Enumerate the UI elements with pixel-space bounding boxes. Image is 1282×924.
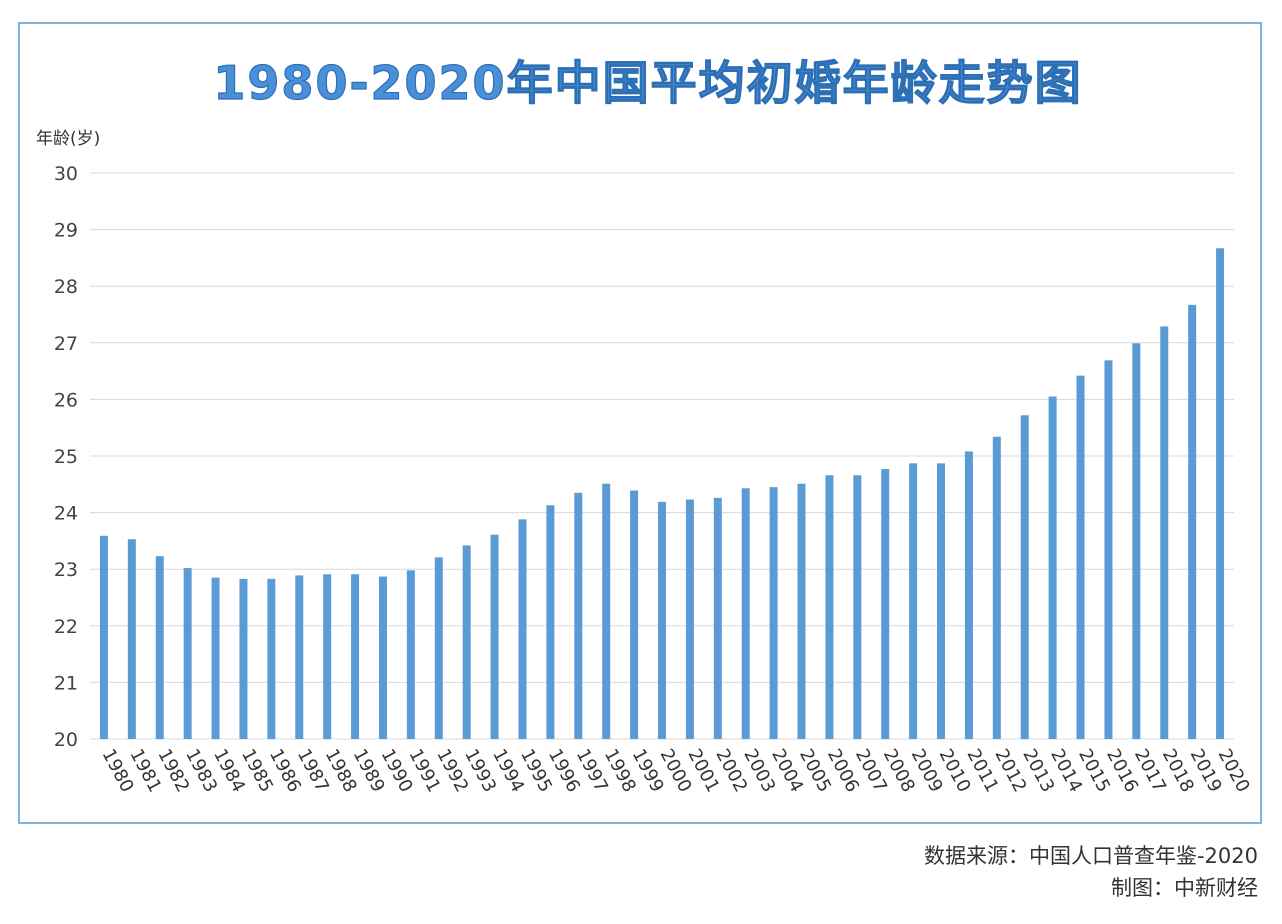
bar-2015 <box>1076 375 1085 739</box>
y-axis-ticks: 20 21 22 23 24 25 26 27 28 29 30 <box>54 163 78 751</box>
y-tick-label: 25 <box>54 446 78 468</box>
bar-1990 <box>378 576 387 739</box>
bar-2016 <box>1104 360 1113 739</box>
bar-2018 <box>1160 326 1169 739</box>
bar-2009 <box>909 463 918 739</box>
bar-2004 <box>769 487 778 739</box>
bar-2010 <box>937 463 946 739</box>
bar-1999 <box>630 490 639 739</box>
bar-1980 <box>99 535 108 739</box>
bar-1987 <box>295 575 304 739</box>
chart-title: 1980-2020年中国平均初婚年龄走势图 <box>213 56 1082 110</box>
y-tick-label: 23 <box>54 559 78 581</box>
bar-2000 <box>658 501 666 739</box>
bar-2002 <box>713 497 722 739</box>
chart-credit-note: 制图：中新财经 <box>1111 876 1258 900</box>
data-source-note: 数据来源：中国人口普查年鉴-2020 <box>923 844 1258 868</box>
bar-1998 <box>602 483 611 739</box>
chart-frame: 1980-2020年中国平均初婚年龄走势图 年龄(岁) 20 21 22 23 24 25… <box>18 22 1262 824</box>
bar-1981 <box>127 539 136 739</box>
bar-1994 <box>490 534 499 739</box>
bar-2013 <box>1020 415 1029 739</box>
y-tick-label: 30 <box>54 163 78 185</box>
y-tick-label: 24 <box>54 503 78 525</box>
bar-2017 <box>1132 343 1141 739</box>
bar-1997 <box>574 492 583 739</box>
y-tick-label: 27 <box>54 333 78 355</box>
bar-1986 <box>267 578 276 739</box>
bar-1996 <box>546 505 555 739</box>
bar-1982 <box>155 556 164 739</box>
bars <box>99 248 1225 739</box>
bar-2019 <box>1188 304 1197 739</box>
bar-2012 <box>992 436 1001 739</box>
bar-2003 <box>741 488 750 739</box>
y-tick-label: 28 <box>54 276 78 298</box>
bar-2007 <box>853 475 862 739</box>
y-tick-label: 22 <box>54 616 78 638</box>
bar-1983 <box>183 568 192 739</box>
y-tick-label: 20 <box>54 729 78 751</box>
bar-1992 <box>434 557 443 739</box>
bar-2011 <box>964 451 973 739</box>
y-tick-label: 26 <box>54 389 78 411</box>
bar-1988 <box>323 574 332 739</box>
x-axis-ticks: 1980198119821983198419851986198719881989… <box>98 745 1254 795</box>
bar-2006 <box>825 475 834 739</box>
bar-1991 <box>406 570 415 739</box>
bar-chart: 1980-2020年中国平均初婚年龄走势图 年龄(岁) 20 21 22 23 24 25… <box>36 55 1254 795</box>
bar-2001 <box>685 499 694 739</box>
bar-1989 <box>351 574 360 739</box>
y-axis-label: 年龄(岁) <box>36 129 100 149</box>
y-tick-label: 29 <box>54 220 78 242</box>
bar-2020 <box>1216 248 1225 739</box>
bar-1985 <box>239 578 248 739</box>
bar-2005 <box>797 483 806 739</box>
bar-2014 <box>1048 396 1057 739</box>
y-tick-label: 21 <box>54 672 78 694</box>
bar-1993 <box>462 545 471 739</box>
bar-1995 <box>518 519 527 739</box>
bar-1984 <box>211 577 220 739</box>
bar-2008 <box>881 469 890 739</box>
